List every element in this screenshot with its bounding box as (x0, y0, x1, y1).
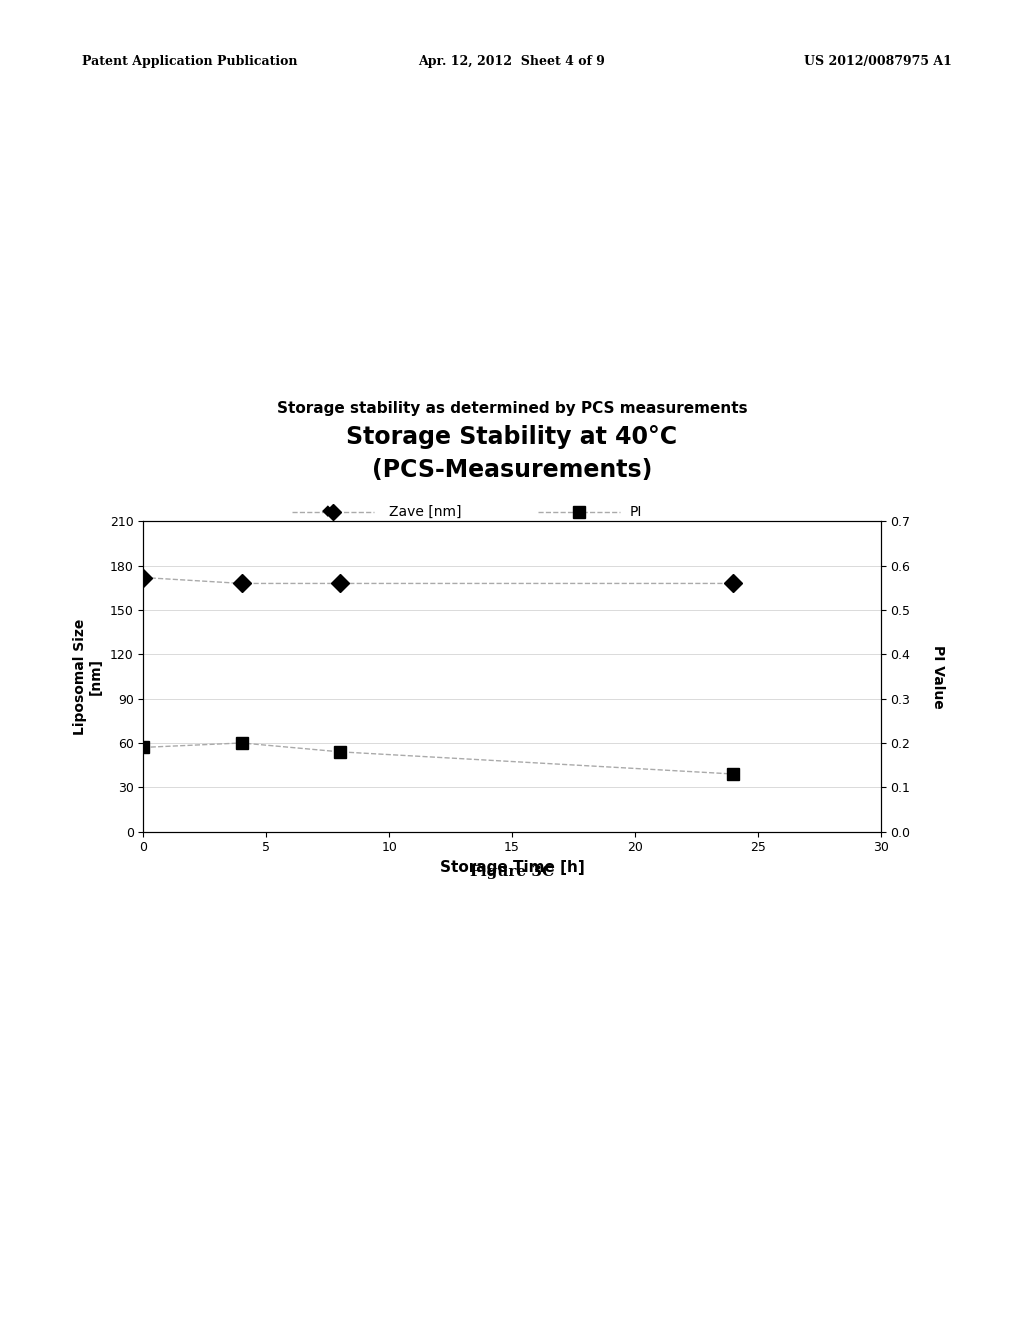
Zave [nm] (236, 576, 248, 591)
Zave [nm] (334, 576, 346, 591)
Y-axis label: Liposomal Size
[nm]: Liposomal Size [nm] (73, 618, 102, 735)
Text: ◆: ◆ (322, 503, 334, 519)
Text: Storage stability as determined by PCS measurements: Storage stability as determined by PCS m… (276, 401, 748, 416)
Text: Apr. 12, 2012  Sheet 4 of 9: Apr. 12, 2012 Sheet 4 of 9 (419, 55, 605, 69)
Text: Zave [nm]: Zave [nm] (389, 506, 462, 519)
Text: (PCS-Measurements): (PCS-Measurements) (372, 458, 652, 482)
PI (236, 735, 248, 751)
Zave [nm] (137, 570, 150, 586)
X-axis label: Storage Time [h]: Storage Time [h] (439, 859, 585, 875)
Text: Figure 3C: Figure 3C (470, 865, 554, 879)
PI (334, 744, 346, 760)
Line: PI: PI (137, 737, 739, 780)
Line: Zave [nm]: Zave [nm] (137, 572, 739, 590)
PI (137, 739, 150, 755)
Y-axis label: PI Value: PI Value (931, 644, 945, 709)
Text: Storage Stability at 40°C: Storage Stability at 40°C (346, 425, 678, 449)
PI (727, 766, 739, 781)
Zave [nm] (727, 576, 739, 591)
Text: Patent Application Publication: Patent Application Publication (82, 55, 297, 69)
Text: US 2012/0087975 A1: US 2012/0087975 A1 (805, 55, 952, 69)
Text: PI: PI (630, 506, 642, 519)
